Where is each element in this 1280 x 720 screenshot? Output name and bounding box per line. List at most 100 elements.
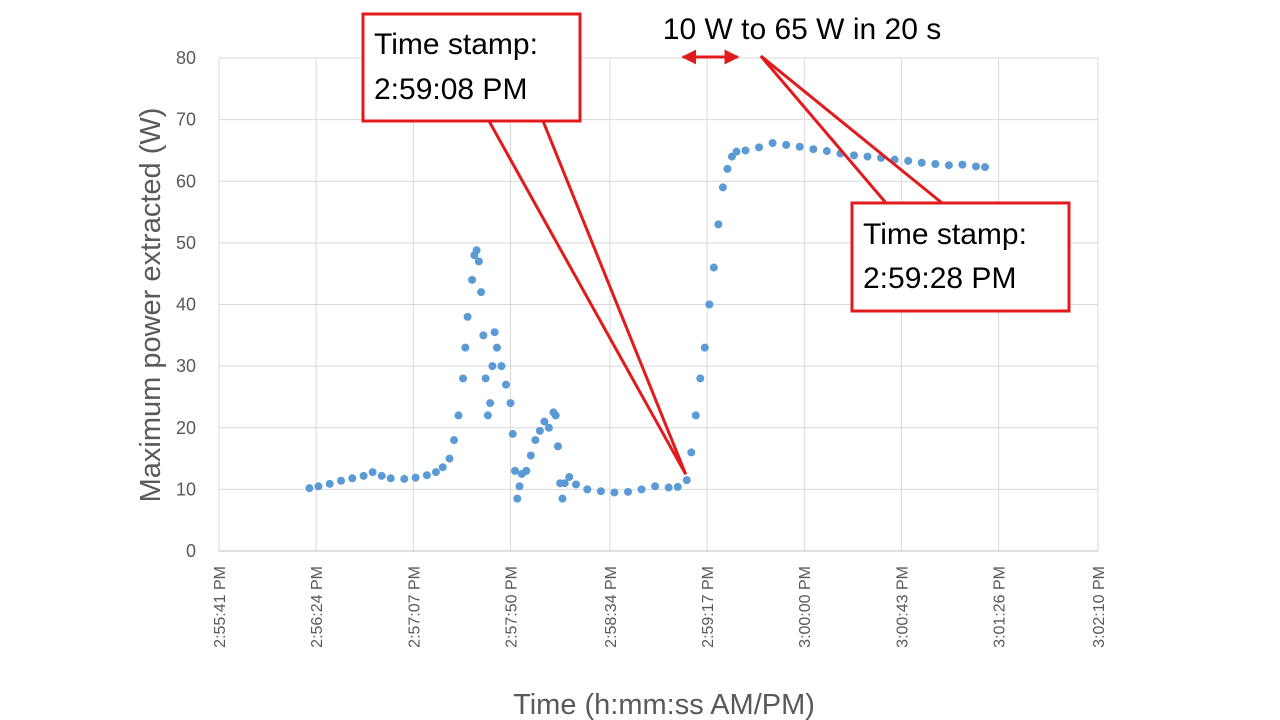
data-point <box>468 275 477 284</box>
data-point <box>700 343 709 352</box>
x-tick-label: 2:57:07 PM <box>406 566 423 648</box>
data-point <box>522 466 531 475</box>
callout-text: Time stamp: <box>863 218 1027 251</box>
data-point <box>651 482 660 491</box>
y-tick-label: 0 <box>186 541 196 561</box>
data-point <box>917 158 926 167</box>
data-point <box>583 485 592 494</box>
y-tick-label: 60 <box>176 171 196 191</box>
data-point <box>723 164 732 173</box>
x-tick-label: 3:01:26 PM <box>992 566 1009 648</box>
x-tick-label: 3:02:10 PM <box>1091 566 1108 648</box>
data-point <box>431 468 440 477</box>
data-point <box>904 156 913 165</box>
data-point <box>477 288 486 297</box>
callout-box <box>361 12 582 123</box>
data-point <box>558 494 567 503</box>
data-point <box>513 494 522 503</box>
data-point <box>596 487 605 496</box>
data-point <box>709 263 718 272</box>
data-point <box>809 145 818 154</box>
data-point <box>314 482 323 491</box>
data-point <box>337 476 346 485</box>
x-tick-label: 3:00:00 PM <box>797 566 814 648</box>
data-series <box>305 139 990 503</box>
data-point <box>705 300 714 309</box>
callout-text: 2:59:28 PM <box>863 262 1016 295</box>
y-tick-label: 30 <box>176 356 196 376</box>
data-point <box>696 374 705 383</box>
data-point <box>445 454 454 463</box>
data-point <box>359 471 368 480</box>
data-point <box>438 463 447 472</box>
data-point <box>768 139 777 148</box>
y-tick-label: 80 <box>176 48 196 68</box>
data-point <box>492 343 501 352</box>
data-point <box>400 474 409 483</box>
data-point <box>472 246 481 255</box>
data-point <box>755 143 764 152</box>
data-point <box>610 488 619 497</box>
data-point <box>849 151 858 160</box>
data-point <box>368 468 377 477</box>
data-point <box>506 399 515 408</box>
data-point <box>305 484 314 493</box>
data-point <box>422 471 431 480</box>
data-point <box>981 163 990 172</box>
y-tick-label: 10 <box>176 479 196 499</box>
data-point <box>782 140 791 149</box>
data-point <box>515 482 524 491</box>
data-point <box>572 480 581 489</box>
data-point <box>863 152 872 161</box>
data-point <box>490 328 499 337</box>
data-point <box>741 146 750 155</box>
y-tick-labels: 0 10 20 30 40 50 60 70 80 <box>176 48 196 561</box>
data-point <box>822 147 831 156</box>
data-point <box>732 147 741 156</box>
data-point <box>481 374 490 383</box>
y-tick-label: 40 <box>176 295 196 315</box>
data-point <box>479 331 488 340</box>
data-point <box>544 423 553 432</box>
data-point <box>795 142 804 151</box>
data-point <box>691 411 700 420</box>
data-point <box>682 476 691 485</box>
data-point <box>454 411 463 420</box>
x-tick-label: 2:56:24 PM <box>309 566 326 648</box>
data-point <box>958 160 967 169</box>
y-tick-label: 20 <box>176 418 196 438</box>
data-point <box>971 162 980 171</box>
data-point <box>386 474 395 483</box>
data-point <box>714 220 723 229</box>
data-point <box>718 183 727 192</box>
data-point <box>623 487 632 496</box>
data-point <box>325 479 334 488</box>
callout-text: 2:59:08 PM <box>374 73 527 106</box>
data-point <box>535 426 544 435</box>
data-point <box>664 483 673 492</box>
y-tick-label: 50 <box>176 233 196 253</box>
x-tick-label: 2:58:34 PM <box>603 566 620 648</box>
data-point <box>540 417 549 426</box>
callout-text: Time stamp: <box>374 28 538 61</box>
x-tick-label: 2:59:17 PM <box>700 566 717 648</box>
data-point <box>531 436 540 445</box>
data-point <box>526 451 535 460</box>
data-point <box>463 312 472 321</box>
data-point <box>459 374 468 383</box>
y-axis-title: Maximum power extracted (W) <box>135 108 167 503</box>
data-point <box>944 161 953 170</box>
data-point <box>483 411 492 420</box>
data-point <box>501 380 510 389</box>
callout-pointer <box>486 119 688 476</box>
annotations: Time stamp: 2:59:08 PM Time stamp: 2:59:28 … <box>361 12 1071 476</box>
data-point <box>560 479 569 488</box>
callout-box <box>850 201 1071 313</box>
data-point <box>461 343 470 352</box>
data-point <box>508 429 517 438</box>
data-point <box>497 362 506 371</box>
data-point <box>687 448 696 457</box>
data-point <box>673 482 682 491</box>
data-point <box>411 473 420 482</box>
